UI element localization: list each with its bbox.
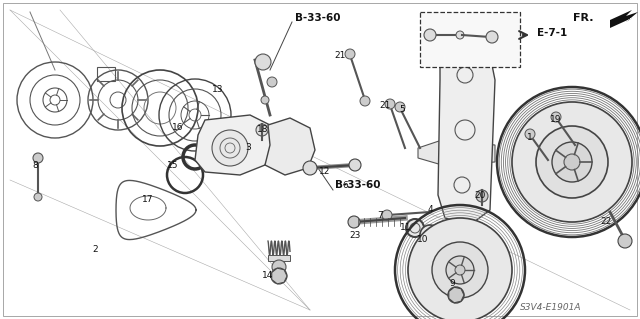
Circle shape: [256, 124, 268, 136]
Circle shape: [552, 142, 592, 182]
Text: 21: 21: [334, 50, 346, 60]
Circle shape: [551, 112, 561, 122]
Circle shape: [456, 31, 464, 39]
Circle shape: [408, 218, 512, 319]
Circle shape: [406, 219, 424, 237]
Bar: [97, 67, 115, 81]
Circle shape: [446, 256, 474, 284]
Text: 18: 18: [257, 125, 269, 135]
Text: 8: 8: [32, 160, 38, 169]
Circle shape: [349, 159, 361, 171]
Text: E-7-1: E-7-1: [537, 28, 567, 38]
Text: B-33-60: B-33-60: [335, 180, 381, 190]
Circle shape: [212, 130, 248, 166]
Circle shape: [272, 260, 286, 274]
Text: 22: 22: [600, 218, 612, 226]
Text: B-33-60: B-33-60: [295, 13, 340, 23]
Text: 13: 13: [212, 85, 224, 94]
Text: 9: 9: [449, 278, 455, 287]
Text: 4: 4: [427, 205, 433, 214]
Circle shape: [455, 265, 465, 275]
Text: 11: 11: [400, 224, 412, 233]
Polygon shape: [449, 287, 464, 303]
Text: 21: 21: [380, 100, 390, 109]
Text: 12: 12: [319, 167, 331, 176]
Polygon shape: [610, 10, 638, 28]
Circle shape: [267, 77, 277, 87]
Circle shape: [34, 193, 42, 201]
Text: S3V4-E1901A: S3V4-E1901A: [520, 303, 582, 313]
Circle shape: [564, 154, 580, 170]
Circle shape: [424, 29, 436, 41]
Bar: [268, 255, 290, 261]
Circle shape: [303, 161, 317, 175]
Circle shape: [476, 190, 488, 202]
Text: 10: 10: [417, 235, 429, 244]
Polygon shape: [195, 115, 275, 175]
Text: 20: 20: [474, 191, 486, 201]
Text: FR.: FR.: [573, 13, 593, 23]
Circle shape: [255, 54, 271, 70]
Text: 17: 17: [142, 196, 154, 204]
Circle shape: [486, 31, 498, 43]
Circle shape: [420, 225, 440, 245]
Polygon shape: [438, 48, 495, 225]
Text: 5: 5: [399, 106, 405, 115]
Circle shape: [385, 99, 395, 109]
Text: 6: 6: [342, 181, 348, 189]
Text: 3: 3: [245, 144, 251, 152]
Circle shape: [271, 268, 287, 284]
Circle shape: [348, 216, 360, 228]
Circle shape: [448, 287, 464, 303]
Text: 7: 7: [377, 211, 383, 219]
Circle shape: [345, 49, 355, 59]
Circle shape: [261, 96, 269, 104]
Text: 1: 1: [527, 133, 533, 143]
Text: 23: 23: [349, 231, 361, 240]
Polygon shape: [265, 118, 315, 175]
Polygon shape: [272, 268, 287, 284]
Text: 15: 15: [167, 160, 179, 169]
Bar: [420, 12, 520, 67]
Circle shape: [512, 102, 632, 222]
Circle shape: [525, 129, 535, 139]
Text: 2: 2: [92, 246, 98, 255]
Circle shape: [382, 210, 392, 220]
Circle shape: [395, 102, 405, 112]
Circle shape: [432, 242, 488, 298]
Text: 19: 19: [550, 115, 562, 124]
Circle shape: [360, 96, 370, 106]
Text: 14: 14: [262, 271, 274, 279]
Circle shape: [536, 126, 608, 198]
Text: 16: 16: [172, 122, 184, 131]
Polygon shape: [418, 140, 495, 165]
Circle shape: [618, 234, 632, 248]
Circle shape: [33, 153, 43, 163]
